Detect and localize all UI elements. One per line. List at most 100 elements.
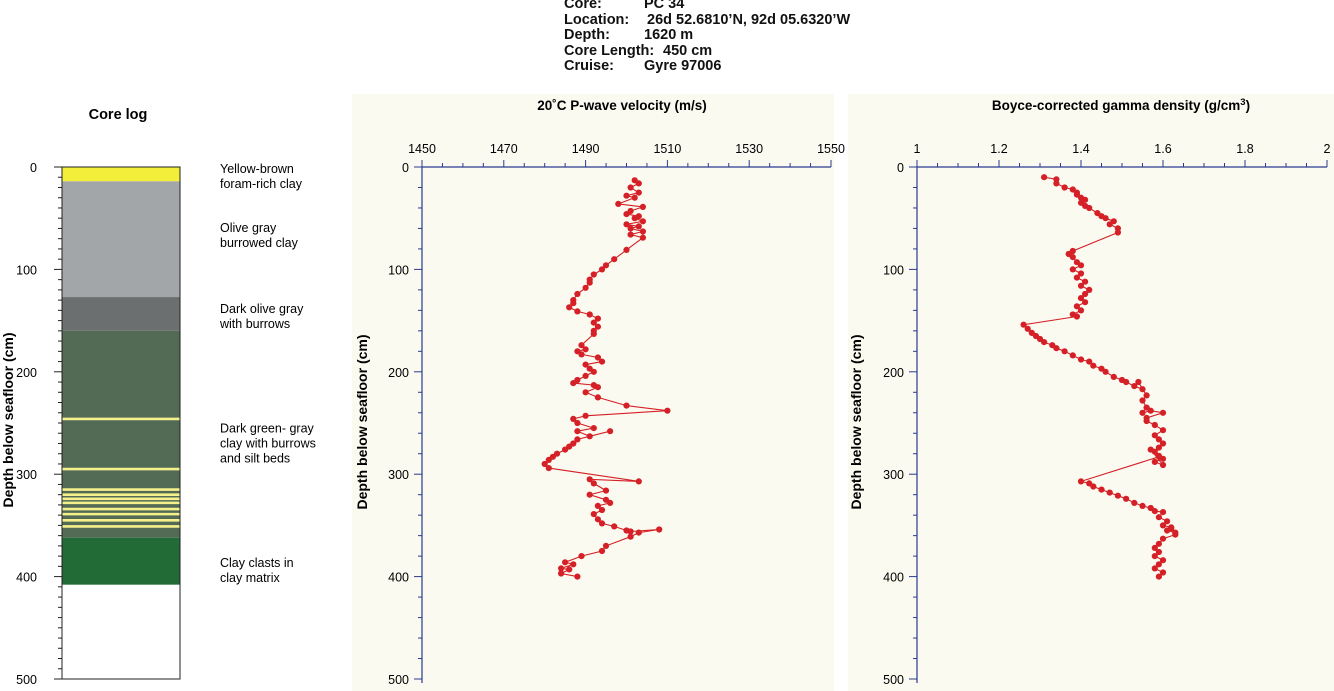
pwave-axes: 1450 1470 1490 1510 1530 1550 0 100 200 300 400 500 <box>388 142 845 687</box>
x-tick-label: 1550 <box>817 142 845 156</box>
data-point <box>1106 221 1113 228</box>
x-tick-label: 1.2 <box>990 142 1007 156</box>
core-unit <box>62 584 180 679</box>
data-point <box>1159 409 1167 416</box>
data-point <box>594 394 602 401</box>
data-point <box>639 228 647 235</box>
data-point <box>558 565 565 572</box>
x-tick-label: 1490 <box>572 142 600 156</box>
pwave-chart: 20˚C P-wave velocity (m/s) Depth below s… <box>354 98 845 687</box>
data-point <box>1082 290 1089 298</box>
data-point <box>578 553 585 560</box>
data-point <box>602 487 610 494</box>
data-point <box>586 491 593 498</box>
header-row-cruise: Cruise: Gyre 97006 <box>564 59 850 75</box>
header-label: Core: <box>564 0 602 12</box>
data-point <box>1151 432 1158 439</box>
data-point <box>582 361 589 368</box>
data-point <box>590 271 597 278</box>
density-title-suffix: ) <box>1246 98 1251 113</box>
data-point <box>545 465 552 472</box>
data-point <box>594 516 602 523</box>
data-point <box>1073 303 1080 310</box>
data-point <box>574 573 581 580</box>
data-point <box>1159 461 1167 469</box>
core-log-y-axis-label: Depth below seafloor (cm) <box>0 332 16 507</box>
core-tick-label: 100 <box>16 263 37 277</box>
core-unit-label: clay with burrows <box>220 437 316 451</box>
data-point <box>590 319 597 326</box>
data-point <box>578 351 585 358</box>
data-point <box>1164 518 1171 525</box>
data-point <box>1159 569 1167 576</box>
core-unit-label: Dark olive gray <box>220 302 304 316</box>
data-point <box>1061 184 1068 191</box>
data-point <box>1102 215 1109 222</box>
data-point <box>615 200 622 207</box>
data-point <box>590 368 597 375</box>
data-point <box>1053 345 1060 352</box>
data-point <box>623 246 630 253</box>
header-value: PC 34 <box>644 0 685 12</box>
data-point <box>590 510 597 518</box>
core-unit <box>62 181 180 298</box>
data-point <box>1077 270 1085 277</box>
core-unit-label: Dark green- gray <box>220 422 315 436</box>
data-point <box>639 234 647 241</box>
data-point <box>607 428 614 435</box>
data-point <box>570 380 577 387</box>
data-point <box>1131 499 1138 506</box>
data-point <box>594 384 602 391</box>
core-unit-label: burrowed clay <box>220 236 299 250</box>
data-point <box>582 372 589 379</box>
data-point <box>598 506 606 514</box>
data-point <box>1098 486 1105 493</box>
data-point <box>574 436 581 443</box>
data-point <box>586 279 593 286</box>
y-tick-label: 100 <box>883 263 904 277</box>
series-line <box>1022 176 1178 577</box>
pwave-y-axis-label: Depth below seafloor (cm) <box>354 334 370 509</box>
data-point <box>635 180 642 187</box>
data-point <box>1155 561 1162 568</box>
core-tick-label: 400 <box>16 571 37 585</box>
data-point <box>562 446 569 453</box>
data-point <box>1151 421 1158 429</box>
header-row-depth: Depth: 1620 m <box>564 27 850 44</box>
data-point <box>1143 417 1150 425</box>
data-point <box>594 354 602 361</box>
data-point <box>623 192 630 199</box>
data-point <box>635 529 642 536</box>
x-tick-label: 1.6 <box>1154 142 1171 156</box>
core-log-title: Core log <box>89 107 148 123</box>
data-point <box>578 342 585 349</box>
header-row-location: Location: 26d 52.6810’N, 92d 05.6320’W <box>564 12 850 29</box>
data-point <box>586 433 593 440</box>
data-point <box>590 330 597 337</box>
data-point <box>1077 282 1085 289</box>
core-log-ticks: 0 100 200 300 400 500 <box>16 161 62 687</box>
data-point <box>1090 362 1097 369</box>
core-units <box>62 167 180 679</box>
x-tick-label: 1510 <box>653 142 681 156</box>
core-unit-label: clay matrix <box>220 571 280 585</box>
data-point <box>590 480 597 487</box>
data-point <box>623 402 630 409</box>
data-point <box>582 412 589 419</box>
data-point <box>664 407 671 414</box>
data-point <box>1114 229 1121 236</box>
data-point <box>594 323 602 330</box>
data-point <box>1086 358 1093 365</box>
core-tick-label: 0 <box>30 161 37 175</box>
data-point <box>1155 540 1162 547</box>
core-tick-label: 200 <box>16 366 37 380</box>
data-point <box>1077 295 1085 302</box>
data-point <box>1090 483 1097 490</box>
data-point <box>639 218 647 225</box>
y-tick-label: 400 <box>388 571 409 585</box>
y-tick-label: 300 <box>883 468 904 482</box>
data-point <box>1082 299 1089 306</box>
data-point <box>570 415 577 422</box>
